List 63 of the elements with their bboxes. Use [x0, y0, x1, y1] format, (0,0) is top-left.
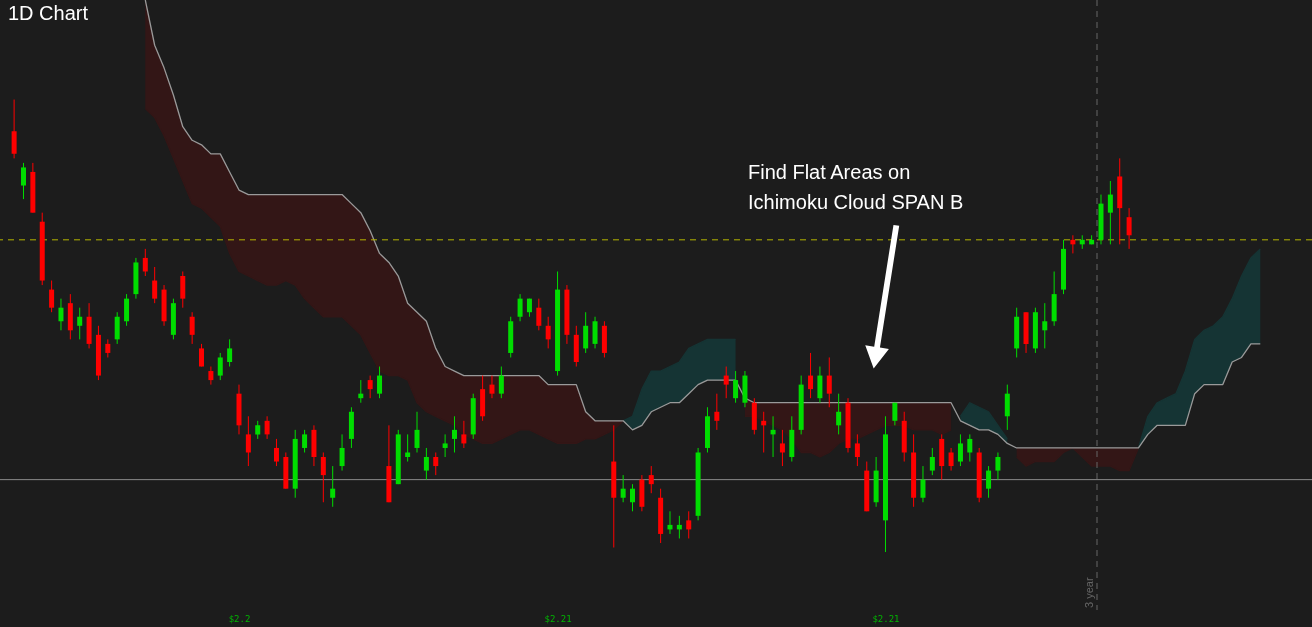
- candlestick: [302, 429, 308, 453]
- candlestick: [227, 338, 233, 368]
- candlestick: [199, 343, 205, 368]
- candlestick: [461, 420, 467, 449]
- candlestick: [583, 311, 589, 354]
- chart-title: 1D Chart: [8, 2, 89, 24]
- candlestick: [948, 447, 954, 472]
- candlestick: [77, 307, 83, 340]
- candlestick: [451, 415, 457, 453]
- candlestick: [49, 280, 55, 313]
- candlestick: [817, 366, 823, 404]
- candlestick: [967, 433, 973, 463]
- candlestick: [124, 293, 130, 327]
- candlestick: [1042, 302, 1048, 349]
- candlestick: [273, 438, 279, 467]
- candlestick: [1107, 180, 1113, 245]
- candlestick: [920, 465, 926, 503]
- candlestick: [620, 474, 626, 503]
- candlestick: [152, 266, 158, 304]
- candlestick: [264, 415, 270, 440]
- candlestick: [320, 451, 326, 503]
- candlestick: [957, 433, 963, 467]
- candlestick: [545, 316, 551, 349]
- candlestick: [1004, 384, 1010, 431]
- candlestick: [11, 99, 17, 159]
- candlestick: [489, 375, 495, 399]
- candlestick: [433, 451, 439, 476]
- x-tick-label: $2.21: [544, 613, 572, 624]
- candlestick: [180, 270, 186, 309]
- candlestick: [58, 298, 64, 331]
- candlestick: [142, 248, 148, 277]
- text: 3 year: [1083, 577, 1095, 608]
- candlestick: [995, 451, 1001, 481]
- candlestick: [536, 298, 542, 331]
- candlestick: [114, 311, 120, 345]
- candlestick: [377, 366, 383, 399]
- candlestick: [630, 483, 636, 512]
- candlestick: [592, 316, 598, 349]
- candlestick: [414, 411, 420, 453]
- candlestick: [339, 433, 345, 472]
- candlestick: [367, 375, 373, 399]
- candlestick: [217, 352, 223, 381]
- candlestick: [442, 433, 448, 458]
- candlestick: [423, 447, 429, 481]
- candlestick: [20, 162, 26, 200]
- candlestick: [330, 465, 336, 508]
- candlestick: [255, 420, 261, 440]
- candlestick: [986, 465, 992, 499]
- candlestick: [405, 433, 411, 463]
- candlestick: [105, 338, 111, 358]
- candlestick: [189, 311, 195, 345]
- candlestick: [826, 356, 832, 408]
- annotation: Find Flat Areas on Ichimoku Cloud SPAN B: [748, 161, 964, 213]
- candlestick: [1126, 207, 1132, 250]
- candlestick: [648, 465, 654, 494]
- x-tick-label: $2.21: [872, 613, 900, 624]
- candlestick: [498, 366, 504, 399]
- candlestick: [686, 510, 692, 539]
- candlestick: [208, 366, 214, 386]
- candlestick: [245, 415, 251, 467]
- candlestick: [517, 293, 523, 322]
- x-tick-label: $2.2: [228, 613, 251, 624]
- candlestick: [808, 352, 814, 399]
